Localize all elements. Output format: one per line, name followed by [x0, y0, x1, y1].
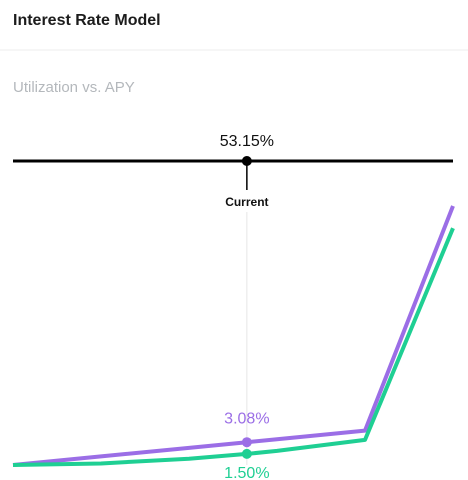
data-label: 3.08%	[224, 410, 269, 427]
chart-subtitle: Utilization vs. APY	[13, 79, 135, 96]
current-value-label: 53.15%	[220, 133, 274, 150]
current-label: Current	[225, 195, 268, 209]
data-label: 1.50%	[224, 465, 269, 480]
current-marker	[241, 156, 252, 166]
current-point	[241, 448, 252, 459]
apy-line	[12, 227, 455, 467]
page-title: Interest Rate Model	[13, 12, 161, 29]
current-point	[241, 437, 252, 448]
